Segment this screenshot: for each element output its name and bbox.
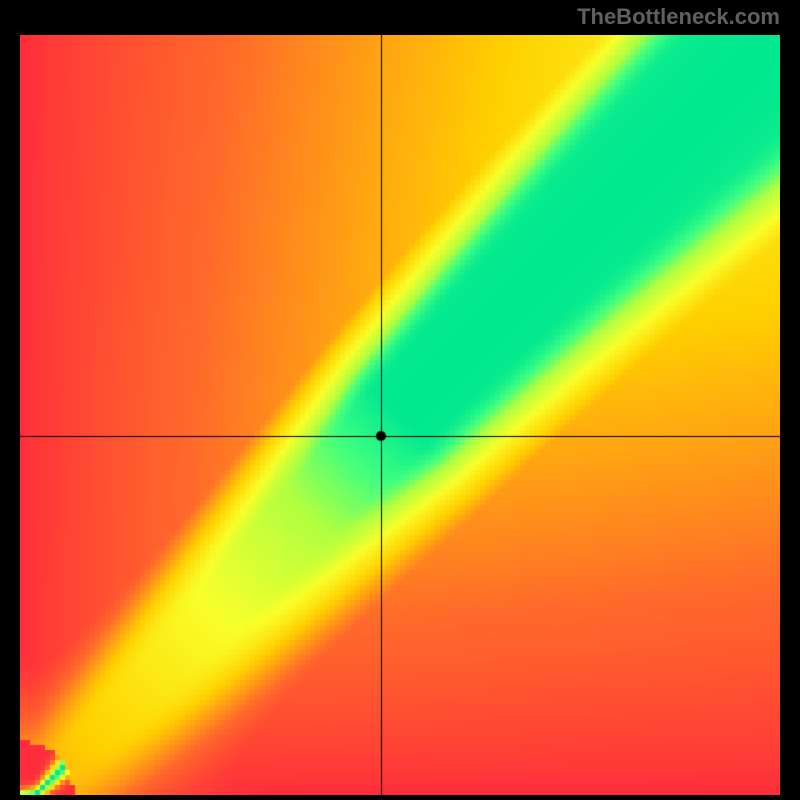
chart-container: TheBottleneck.com [0, 0, 800, 800]
heatmap-plot [20, 35, 780, 795]
heatmap-canvas [20, 35, 780, 795]
watermark-text: TheBottleneck.com [577, 4, 780, 30]
